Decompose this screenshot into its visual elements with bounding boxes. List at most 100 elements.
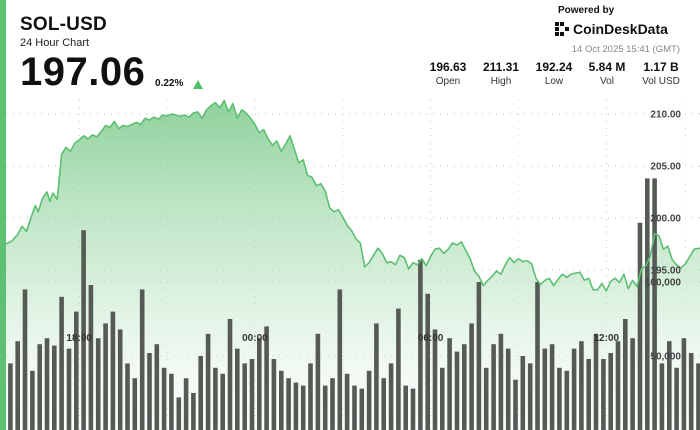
volume-bar (322, 385, 328, 430)
volume-bar (22, 289, 28, 430)
time-tick-label: 00:00 (242, 333, 268, 344)
volume-bar (410, 388, 416, 430)
volume-bar (483, 367, 489, 430)
volume-bar (191, 393, 196, 430)
volume-bar (88, 285, 94, 430)
volume-bar (103, 323, 108, 430)
volume-bar (396, 308, 401, 430)
volume-bar (659, 363, 665, 430)
volume-bar (125, 363, 130, 430)
volume-bar (513, 379, 518, 430)
stat-open-value: 196.63 (429, 60, 467, 74)
volume-bar (15, 341, 20, 430)
volume-bar (462, 344, 467, 430)
volume-bar (630, 338, 635, 430)
volume-bar (527, 363, 533, 430)
chart-subtitle: 24 Hour Chart (20, 37, 90, 49)
volume-bar (271, 359, 277, 430)
price-tick-label: 195.00 (650, 266, 681, 277)
price-tick-label: 210.00 (650, 110, 681, 121)
volume-bar (615, 341, 621, 430)
volume-tick-label: 50,000 (650, 352, 681, 363)
stat-open: 196.63 Open (425, 60, 471, 87)
volume-bar (593, 333, 599, 430)
axis-labels: 195.00 200.00 205.00 210.00 50,000 100,000 18:… (66, 110, 681, 363)
price-tick-label: 200.00 (650, 214, 681, 225)
stat-low-label: Low (544, 76, 564, 87)
volume-bar (169, 373, 174, 430)
volume-bar (198, 356, 203, 430)
price-tick-label: 205.00 (650, 162, 681, 173)
volume-bar (447, 338, 452, 430)
volume-bar (59, 296, 64, 430)
stat-vol-value: 5.84 M (588, 60, 626, 74)
volume-bar (308, 363, 313, 430)
price-line-group (5, 99, 700, 292)
volume-bar (681, 338, 687, 430)
volume-bar (139, 289, 145, 430)
volume-bar (147, 353, 152, 430)
volume-bar (542, 348, 548, 430)
volume-bar (249, 359, 255, 430)
volume-bar (66, 348, 72, 430)
volume-bar (293, 382, 299, 430)
volume-bar (557, 367, 562, 430)
stat-vol-usd-value: 1.17 B (643, 60, 679, 74)
volume-bar (381, 378, 386, 430)
time-tick-label: 06:00 (418, 333, 444, 344)
stat-vol-label: Vol (600, 76, 614, 87)
coindesk-data-logo: CoinDeskData (555, 21, 668, 37)
volume-bar (344, 373, 350, 430)
stat-high-label: High (490, 76, 512, 87)
volume-bar (257, 338, 262, 430)
volume-tick-label: 100,000 (645, 278, 682, 289)
volume-bar (183, 378, 189, 430)
volume-bar (432, 329, 438, 430)
volume-bar (359, 388, 365, 430)
volume-bar (337, 289, 343, 430)
volume-bar (81, 230, 86, 430)
timestamp: 14 Oct 2025 15:41 (GMT) (571, 44, 680, 55)
volume-bar (227, 319, 233, 430)
volume-bar (161, 367, 167, 430)
volume-bar (623, 319, 628, 430)
price-area-fill (6, 100, 700, 430)
up-arrow-icon (193, 80, 203, 89)
volume-bar (52, 345, 57, 430)
volume-bar (549, 344, 555, 430)
price-line (5, 99, 700, 292)
volume-bar (44, 338, 50, 430)
volume-bar (8, 363, 13, 430)
volume-bar (491, 344, 496, 430)
volume-bar (213, 367, 218, 430)
volume-bar (688, 353, 694, 430)
volume-bar (286, 378, 291, 430)
volume-bar (586, 359, 591, 430)
volume-bar (264, 326, 269, 430)
volume-bar (220, 373, 225, 430)
volume-bar (535, 282, 540, 430)
volume-bar (579, 341, 584, 430)
stat-low-value: 192.24 (535, 60, 573, 74)
time-tick-label: 12:00 (594, 333, 620, 344)
stat-high-value: 211.31 (482, 60, 520, 74)
current-price: 197.06 (20, 50, 146, 94)
volume-bar (564, 370, 570, 430)
volume-bar (110, 311, 116, 430)
stat-vol: 5.84 M Vol (584, 60, 630, 87)
stat-vol-usd: 1.17 B Vol USD (637, 60, 685, 87)
volume-bar (388, 363, 394, 430)
volume-bar (520, 356, 526, 430)
volume-bar (608, 353, 613, 430)
volume-bar (242, 363, 247, 430)
volume-bar (235, 348, 240, 430)
volume-bar (154, 344, 160, 430)
volume-bar (205, 333, 211, 430)
volume-bar (425, 293, 430, 430)
volume-bar (366, 370, 372, 430)
volume-bar (30, 370, 35, 430)
volume-bar (696, 363, 700, 430)
volume-bar (132, 378, 138, 430)
price-change: 0.22% (155, 78, 184, 89)
